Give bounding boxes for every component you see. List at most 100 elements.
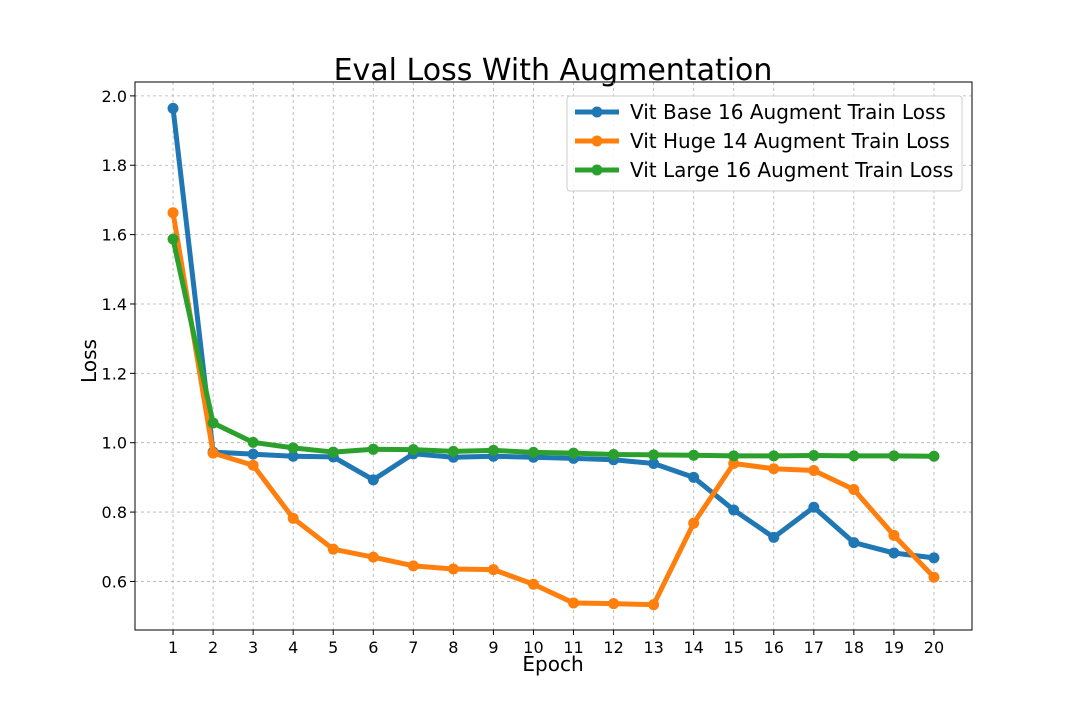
y-tick-label: 1.6 bbox=[102, 226, 127, 245]
y-tick-label: 1.4 bbox=[102, 295, 127, 314]
data-point bbox=[407, 444, 419, 456]
data-point bbox=[247, 448, 259, 460]
legend-label: Vit Base 16 Augment Train Loss bbox=[630, 100, 946, 124]
data-point bbox=[527, 446, 539, 458]
data-point bbox=[207, 417, 219, 429]
x-tick-label: 19 bbox=[884, 638, 904, 657]
x-tick-label: 18 bbox=[844, 638, 864, 657]
x-tick-label: 5 bbox=[328, 638, 338, 657]
x-tick-label: 7 bbox=[408, 638, 418, 657]
y-tick-label: 1.0 bbox=[102, 434, 127, 453]
data-point bbox=[808, 450, 820, 462]
data-point bbox=[928, 552, 940, 564]
plot-frame bbox=[134, 81, 973, 631]
data-point bbox=[447, 563, 459, 575]
data-point bbox=[367, 474, 379, 486]
data-point bbox=[848, 537, 860, 549]
data-point bbox=[287, 450, 299, 462]
data-point bbox=[688, 449, 700, 461]
x-tick-label: 13 bbox=[643, 638, 663, 657]
ticks-layer: 1 2 3 4 5 6 7 8 9 10 11 12 13 14 15 16 17 18 19 200.60.81.0… bbox=[102, 87, 945, 657]
data-point bbox=[407, 560, 419, 572]
x-tick-label: 10 bbox=[523, 638, 543, 657]
data-point bbox=[247, 459, 259, 471]
data-point bbox=[287, 512, 299, 524]
data-point bbox=[247, 436, 259, 448]
series-2 bbox=[167, 207, 940, 611]
x-tick-label: 8 bbox=[448, 638, 458, 657]
data-point bbox=[848, 450, 860, 462]
data-point bbox=[568, 597, 580, 609]
data-point bbox=[688, 517, 700, 529]
series-line bbox=[170, 105, 937, 561]
series-line bbox=[170, 236, 937, 459]
y-tick-label: 0.6 bbox=[102, 572, 127, 591]
data-point bbox=[808, 501, 820, 513]
legend-label: Vit Huge 14 Augment Train Loss bbox=[630, 129, 950, 153]
data-point bbox=[888, 450, 900, 462]
x-tick-label: 15 bbox=[724, 638, 744, 657]
data-point bbox=[888, 547, 900, 559]
data-point bbox=[167, 233, 179, 245]
x-tick-label: 16 bbox=[764, 638, 784, 657]
data-point bbox=[367, 443, 379, 455]
data-point bbox=[327, 446, 339, 458]
x-tick-label: 6 bbox=[368, 638, 378, 657]
data-point bbox=[688, 471, 700, 483]
series-line bbox=[170, 210, 937, 608]
x-tick-label: 20 bbox=[924, 638, 944, 657]
data-point bbox=[207, 447, 219, 459]
data-point bbox=[527, 578, 539, 590]
data-point bbox=[728, 458, 740, 470]
data-point bbox=[728, 450, 740, 462]
y-axis-title: Loss bbox=[77, 339, 101, 383]
data-point bbox=[287, 442, 299, 454]
x-tick-label: 9 bbox=[488, 638, 498, 657]
data-point bbox=[327, 543, 339, 555]
x-tick-label: 2 bbox=[208, 638, 218, 657]
x-tick-label: 12 bbox=[603, 638, 623, 657]
chart-title: Eval Loss With Augmentation bbox=[334, 53, 773, 88]
data-point bbox=[848, 484, 860, 496]
data-point bbox=[888, 529, 900, 541]
legend-item: Vit Huge 14 Augment Train Loss bbox=[575, 129, 950, 153]
x-tick-label: 4 bbox=[288, 638, 298, 657]
legend-box bbox=[566, 95, 963, 192]
data-point bbox=[928, 450, 940, 462]
legend-marker bbox=[591, 106, 603, 118]
legend-label: Vit Large 16 Augment Train Loss bbox=[630, 158, 953, 182]
y-tick-label: 2.0 bbox=[102, 87, 127, 106]
x-tick-label: 17 bbox=[804, 638, 824, 657]
x-tick-label: 1 bbox=[168, 638, 178, 657]
data-point bbox=[648, 599, 660, 611]
data-point bbox=[568, 447, 580, 459]
legend: Vit Base 16 Augment Train Loss Vit Huge 1… bbox=[566, 95, 963, 192]
x-tick-label: 14 bbox=[683, 638, 703, 657]
data-point bbox=[768, 531, 780, 543]
legend-marker bbox=[591, 164, 603, 176]
data-point bbox=[928, 571, 940, 583]
series-layer bbox=[167, 102, 940, 611]
legend-item: Vit Large 16 Augment Train Loss bbox=[575, 158, 953, 182]
data-point bbox=[608, 449, 620, 461]
data-point bbox=[768, 450, 780, 462]
y-tick-label: 1.8 bbox=[102, 156, 127, 175]
data-point bbox=[768, 463, 780, 475]
data-point bbox=[608, 598, 620, 610]
legend-marker bbox=[591, 135, 603, 147]
data-point bbox=[447, 445, 459, 457]
data-point bbox=[167, 207, 179, 219]
x-axis-title: Epoch bbox=[522, 652, 583, 676]
data-point bbox=[367, 551, 379, 563]
data-point bbox=[728, 504, 740, 516]
x-tick-label: 3 bbox=[248, 638, 258, 657]
data-point bbox=[487, 444, 499, 456]
y-tick-label: 1.2 bbox=[102, 364, 127, 383]
series-3 bbox=[167, 233, 940, 462]
y-tick-label: 0.8 bbox=[102, 503, 127, 522]
data-point bbox=[167, 102, 179, 114]
data-point bbox=[648, 449, 660, 461]
data-point bbox=[487, 564, 499, 576]
